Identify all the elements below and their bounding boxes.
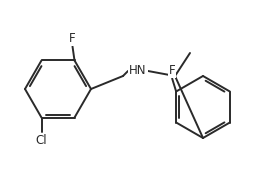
Text: HN: HN bbox=[129, 64, 147, 77]
Text: F: F bbox=[69, 32, 76, 45]
Text: Cl: Cl bbox=[36, 134, 47, 147]
Text: F: F bbox=[169, 64, 175, 77]
